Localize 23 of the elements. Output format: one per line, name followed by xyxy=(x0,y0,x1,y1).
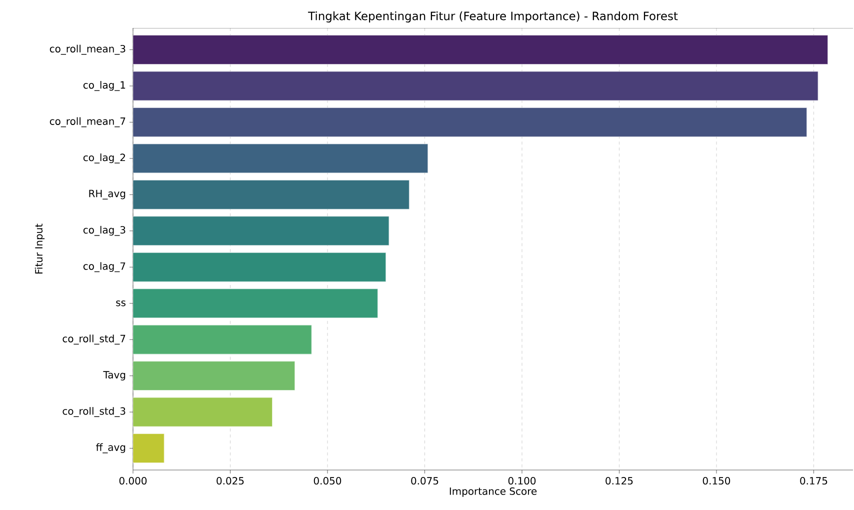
y-axis-title: Fitur Input xyxy=(34,224,45,274)
x-tick-label: 0.050 xyxy=(314,477,342,485)
y-tick-label: co_lag_1 xyxy=(83,81,126,91)
y-tick-label: co_lag_7 xyxy=(83,262,126,272)
y-tick-label: ff_avg xyxy=(96,443,126,454)
x-tick-label: 0.175 xyxy=(800,477,828,485)
x-tick-label: 0.075 xyxy=(411,477,438,485)
chart-title: Tingkat Kepentingan Fitur (Feature Importance) - Random Forest xyxy=(308,11,678,22)
y-tick-label: co_roll_mean_7 xyxy=(50,117,126,128)
x-tick-label: 0.025 xyxy=(216,477,244,485)
y-tick-label: RH_avg xyxy=(89,190,126,200)
x-tick-label: 0.000 xyxy=(119,477,147,485)
x-tick-label: 0.125 xyxy=(606,477,633,485)
x-tick-label: 0.100 xyxy=(508,477,536,485)
x-axis-title: Importance Score xyxy=(450,487,537,497)
y-tick-label: co_roll_std_3 xyxy=(62,407,126,417)
y-tick-label: co_lag_2 xyxy=(83,153,125,164)
y-tick-label: co_lag_3 xyxy=(83,226,126,236)
y-tick-label: co_roll_mean_3 xyxy=(50,44,126,55)
y-tick-label: co_roll_std_7 xyxy=(62,334,126,345)
x-tick-label: 0.150 xyxy=(702,477,730,485)
y-tick-label: Tavg xyxy=(103,371,126,380)
y-tick-label: ss xyxy=(116,300,126,306)
